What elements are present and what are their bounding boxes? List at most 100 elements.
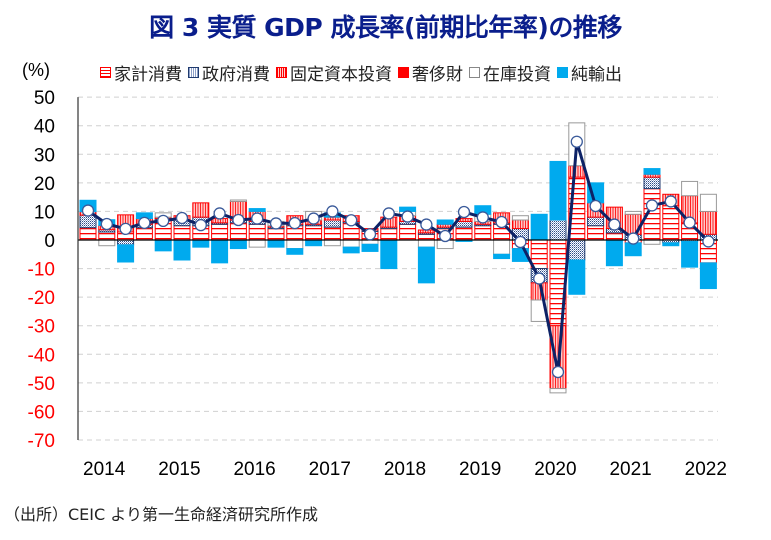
bar-segment-hh: [455, 226, 473, 241]
y-tick-label: 40: [34, 117, 55, 138]
bar-segment-hh: [79, 227, 97, 241]
gdp-point: [251, 212, 264, 225]
bar-segment-net: [417, 246, 435, 284]
bar-segment-net: [681, 240, 699, 268]
bar-segment-hh: [323, 226, 341, 241]
gdp-point: [702, 235, 715, 248]
bar-segment-net: [568, 259, 586, 295]
bar-segment-hh: [305, 225, 323, 241]
bar-segment-net: [436, 219, 454, 225]
gdp-point: [645, 199, 659, 212]
legend-label: 在庫投資: [483, 65, 551, 85]
bar-segment-fix: [568, 165, 586, 178]
bar-segment-gov: [587, 216, 605, 227]
source-note: （出所）CEIC より第一生命経済研究所作成: [4, 505, 318, 524]
gdp-point: [420, 218, 433, 231]
bar-segment-inv: [699, 193, 717, 212]
bar-segment-inv: [624, 210, 642, 215]
y-axis-ticks: 50 40 30 20 10 0 -10 -20 -30 -40 -50 -60 -70: [28, 88, 55, 452]
gdp-point: [664, 195, 677, 208]
gdp-point: [119, 222, 132, 236]
gdp-point: [457, 205, 471, 219]
gdp-point: [570, 135, 583, 148]
bar-segment-inv: [493, 239, 511, 255]
gdp-point: [213, 207, 226, 220]
bar-segment-hh: [417, 233, 435, 241]
bar-segment-net: [605, 239, 623, 267]
bar-segment-net: [248, 208, 266, 212]
gdp-point: [514, 235, 527, 249]
bar-segment-gov: [549, 219, 567, 241]
stacked-bars: [79, 122, 717, 394]
x-tick-label: 2017: [309, 459, 351, 480]
y-tick-label: 50: [34, 88, 55, 109]
bar-segment-gov: [643, 176, 661, 190]
gdp-point: [476, 211, 489, 224]
bar-segment-net: [662, 242, 680, 247]
gdp-point: [627, 232, 640, 245]
legend-swatch-net-exports-icon: [557, 67, 568, 78]
x-tick-label: 2020: [534, 459, 576, 480]
bar-segment-inv: [229, 199, 247, 202]
gdp-point: [589, 199, 602, 213]
gdp-point: [138, 216, 151, 230]
bar-segment-fix: [192, 202, 210, 218]
bar-segment-gov: [323, 219, 341, 228]
gdp-point: [345, 214, 358, 227]
bar-segment-net: [493, 253, 511, 260]
y-tick-label: -10: [28, 260, 55, 281]
gdp-point: [401, 210, 414, 223]
bar-segment-hh: [662, 205, 680, 241]
legend-item-government: 政府消費: [188, 60, 270, 85]
bar-segment-net: [361, 243, 379, 252]
bar-segment-net: [286, 248, 304, 255]
bar-segment-hh: [380, 228, 398, 241]
legend-swatch-fixed-investment-icon: [276, 67, 287, 78]
y-tick-label: 20: [34, 174, 55, 195]
x-tick-label: 2021: [609, 459, 651, 480]
gdp-point: [269, 217, 283, 230]
bar-segment-net: [549, 160, 567, 221]
x-tick-label: 2014: [83, 459, 126, 480]
x-axis-ticks: 2014 2015 2016 2017 2018 2019 2020 2021 2022: [83, 459, 727, 480]
legend-swatch-government-icon: [188, 67, 199, 78]
legend-swatch-household-icon: [100, 67, 111, 78]
y-tick-label: -40: [28, 345, 55, 366]
gdp-point: [81, 204, 95, 217]
bar-segment-inv: [342, 239, 360, 248]
y-tick-label: 30: [34, 145, 55, 166]
bar-segment-net: [192, 239, 210, 248]
x-tick-label: 2016: [233, 459, 275, 480]
gdp-point: [288, 216, 301, 230]
chart-title: 図 3 実質 GDP 成長率(前期比年率)の推移: [149, 13, 622, 42]
gdp-point: [175, 211, 189, 225]
bar-segment-net: [643, 168, 661, 175]
bar-segment-inv: [511, 215, 529, 221]
bar-segment-net: [154, 239, 172, 252]
bar-segment-hh: [135, 227, 153, 241]
bar-segment-net: [211, 239, 229, 264]
gdp-point: [439, 229, 452, 243]
gdp-point: [194, 218, 207, 232]
bar-segment-inv: [248, 239, 266, 248]
gdp-point: [157, 214, 170, 228]
bar-segment-inv: [323, 239, 341, 247]
legend-swatch-inventory-icon: [469, 67, 480, 78]
gdp-point: [551, 365, 565, 379]
bar-segment-net: [117, 244, 135, 263]
legend-item-fixed-investment: 固定資本投資: [276, 60, 392, 85]
gdp-point: [326, 205, 339, 218]
bar-segment-hh: [248, 223, 266, 241]
y-tick-label: -30: [28, 317, 55, 338]
gdp-point: [363, 228, 377, 241]
x-tick-label: 2022: [685, 459, 727, 480]
bar-segment-net: [624, 242, 642, 257]
gdp-point: [307, 212, 320, 225]
bar-segment-inv: [681, 180, 699, 197]
legend-swatch-luxury-icon: [398, 67, 409, 78]
bar-segment-inv: [286, 239, 304, 250]
bar-segment-inv: [549, 388, 567, 394]
legend-label: 家計消費: [114, 65, 182, 85]
y-tick-label: -60: [28, 402, 55, 423]
